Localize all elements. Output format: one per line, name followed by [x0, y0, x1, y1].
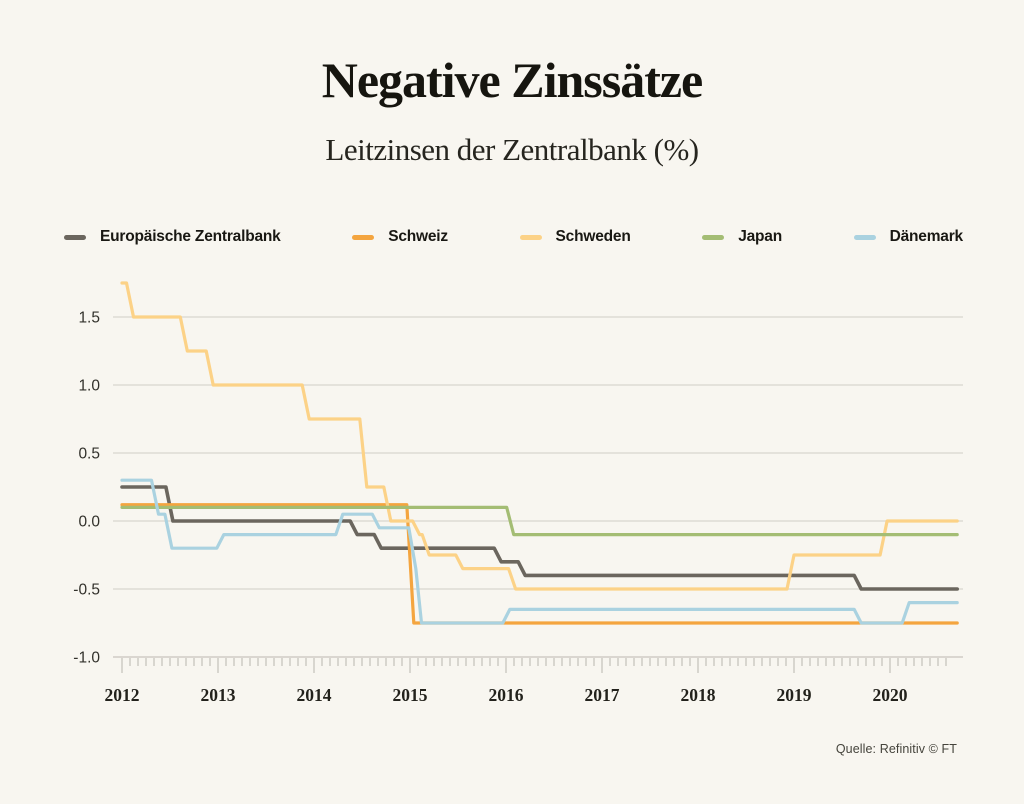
x-axis-tick-label: 2020 [873, 685, 908, 705]
x-axis-tick-label: 2014 [297, 685, 332, 705]
legend-label: Japan [738, 228, 783, 245]
legend-label: Schweiz [388, 228, 448, 245]
chart-title: Negative Zinssätze [321, 52, 704, 108]
source-note: Quelle: Refinitiv © FT [835, 742, 957, 756]
legend-label: Dänemark [889, 228, 964, 245]
legend-label: Europäische Zentralbank [100, 228, 281, 245]
chart-legend: Europäische Zentralbank Schweiz Schweden Ja… [64, 228, 963, 246]
y-axis-tick-label: -1.0 [73, 650, 100, 667]
x-axis-tick-label: 2017 [585, 685, 620, 705]
y-axis-tick-label: 0.5 [78, 446, 100, 463]
legend-swatch-icon [64, 234, 86, 240]
series-line-schweiz [120, 503, 959, 625]
x-axis-tick-label: 2012 [105, 685, 140, 705]
x-axis-tick-label: 2018 [681, 685, 716, 705]
series-line-d-nemark [120, 478, 959, 625]
x-axis-tick-label: 2015 [393, 685, 428, 705]
x-axis-tick-label: 2016 [489, 685, 524, 705]
y-axis-tick-label: 1.5 [78, 310, 100, 327]
x-axis-tick-label: 2019 [777, 685, 812, 705]
legend-label: Schweden [555, 228, 631, 245]
series-line-japan [120, 505, 959, 537]
legend-item-japan: Japan [702, 228, 782, 246]
y-axis-tick-label: 1.0 [78, 378, 100, 395]
legend-swatch-icon [702, 234, 725, 240]
x-axis-tick-label: 2013 [201, 685, 236, 705]
series-line-schweden [120, 281, 959, 591]
legend-item-europ-ische-zentralbank: Europäische Zentralbank [64, 228, 281, 246]
legend-swatch-icon [519, 234, 542, 240]
legend-item-schweiz: Schweiz [352, 228, 448, 246]
legend-item-d-nemark: Dänemark [853, 228, 964, 246]
legend-swatch-icon [853, 234, 876, 240]
series-line-europ-ische-zentralbank [120, 485, 959, 591]
y-axis-tick-label: -0.5 [73, 582, 100, 599]
y-axis-tick-label: 0.0 [78, 514, 100, 531]
chart-subtitle: Leitzinsen der Zentralbank (%) [325, 132, 699, 167]
legend-swatch-icon [352, 234, 375, 240]
legend-item-schweden: Schweden [519, 228, 631, 246]
